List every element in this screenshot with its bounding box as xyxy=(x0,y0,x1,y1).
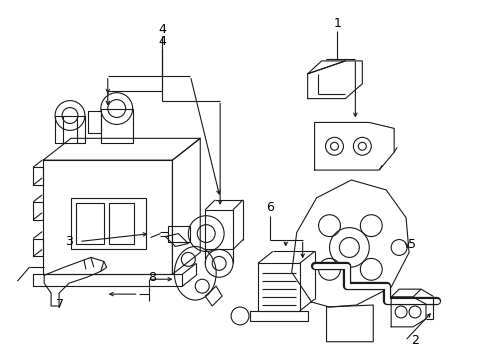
Bar xyxy=(108,203,133,244)
Text: 8: 8 xyxy=(148,271,156,284)
Text: 1: 1 xyxy=(333,17,341,30)
Bar xyxy=(76,203,103,244)
Text: 6: 6 xyxy=(265,201,273,214)
Text: 5: 5 xyxy=(407,238,415,251)
Text: 4: 4 xyxy=(158,23,166,36)
Text: 3: 3 xyxy=(65,235,73,248)
Text: 2: 2 xyxy=(410,334,418,347)
Bar xyxy=(71,198,145,249)
Text: 4: 4 xyxy=(158,35,166,48)
Text: 7: 7 xyxy=(56,297,64,311)
